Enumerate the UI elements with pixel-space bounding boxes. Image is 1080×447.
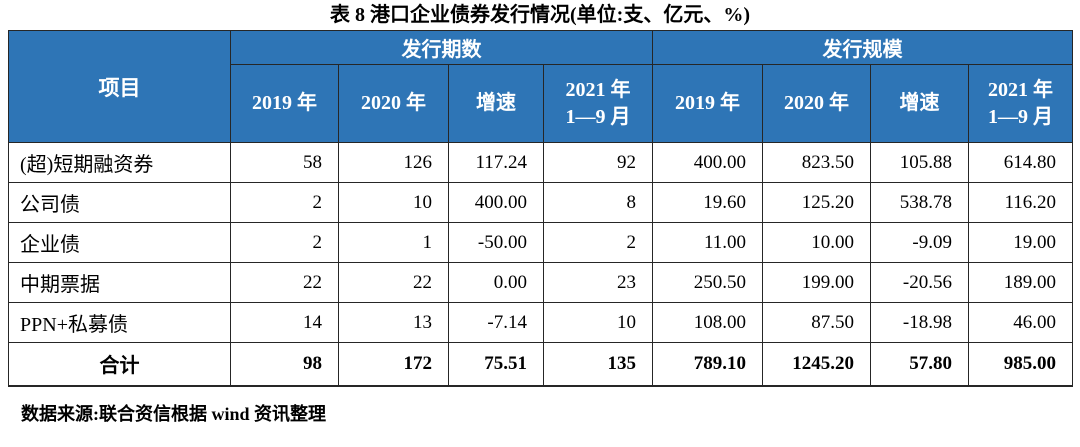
row-label: 中期票据 — [8, 262, 231, 303]
table-header: 项目 发行期数 发行规模 2019 年 2020 年 增速 2021 年 1—9… — [8, 30, 1073, 143]
table-row-corporate-bond: 公司债 2 10 400.00 8 19.60 125.20 538.78 11… — [8, 182, 1073, 223]
header-group-row: 项目 发行期数 发行规模 — [8, 30, 1073, 143]
total-cell: 172 — [338, 342, 449, 387]
table-row-enterprise-bond: 企业债 2 1 -50.00 2 11.00 10.00 -9.09 19.00 — [8, 222, 1073, 263]
total-label: 合计 — [8, 342, 231, 387]
table-cell: 14 — [230, 302, 339, 343]
header-project: 项目 — [8, 30, 231, 143]
table-cell: 2 — [543, 222, 653, 263]
total-row: 合计 98 172 75.51 135 789.10 1245.20 57.80… — [8, 342, 1073, 387]
table-cell: 10 — [543, 302, 653, 343]
table-row-scp: (超)短期融资券 58 126 117.24 92 400.00 823.50 … — [8, 142, 1073, 183]
row-label: 企业债 — [8, 222, 231, 263]
total-cell: 98 — [230, 342, 339, 387]
table-cell: 108.00 — [652, 302, 763, 343]
table-cell: 199.00 — [762, 262, 871, 303]
table-cell: -18.98 — [870, 302, 969, 343]
table-cell: -20.56 — [870, 262, 969, 303]
header-subcol-scale-2020: 2020 年 — [762, 64, 871, 143]
table-cell: 11.00 — [652, 222, 763, 263]
table-cell: 126 — [338, 142, 449, 183]
table-row-ppn: PPN+私募债 14 13 -7.14 10 108.00 87.50 -18.… — [8, 302, 1073, 343]
header-subcol-row: 2019 年 2020 年 增速 2021 年 1—9 月 2019 年 202… — [9, 64, 1073, 143]
table-cell: 2 — [230, 222, 339, 263]
table-cell: 19.60 — [652, 182, 763, 223]
header-subcol-count-2021: 2021 年 1—9 月 — [543, 64, 653, 143]
table-row-mtn: 中期票据 22 22 0.00 23 250.50 199.00 -20.56 … — [8, 262, 1073, 303]
total-cell: 135 — [543, 342, 653, 387]
data-source-note: 数据来源:联合资信根据 wind 资讯整理 — [21, 403, 327, 424]
table-cell: 823.50 — [762, 142, 871, 183]
header-subcol-scale-growth: 增速 — [870, 64, 969, 143]
table-cell: 125.20 — [762, 182, 871, 223]
table-cell: 1 — [338, 222, 449, 263]
table-cell: 92 — [543, 142, 653, 183]
row-label: PPN+私募债 — [8, 302, 231, 343]
header-subcol-scale-2021: 2021 年 1—9 月 — [968, 64, 1073, 143]
header-subcol-count-2019: 2019 年 — [230, 64, 339, 143]
bond-issuance-table: 项目 发行期数 发行规模 2019 年 2020 年 增速 2021 年 1—9… — [8, 30, 1073, 387]
header-subcol-count-growth: 增速 — [448, 64, 544, 143]
table-cell: 189.00 — [968, 262, 1073, 303]
table-cell: 2 — [230, 182, 339, 223]
table-cell: 58 — [230, 142, 339, 183]
table-cell: 22 — [338, 262, 449, 303]
report-table-page: 表 8 港口企业债券发行情况(单位:支、亿元、%) 项目 发行期数 发行规模 2… — [8, 4, 1073, 424]
table-cell: 22 — [230, 262, 339, 303]
row-label: (超)短期融资券 — [8, 142, 231, 183]
total-cell: 57.80 — [870, 342, 969, 387]
table-cell: -9.09 — [870, 222, 969, 263]
table-cell: 13 — [338, 302, 449, 343]
table-cell: 10 — [338, 182, 449, 223]
table-body: (超)短期融资券 58 126 117.24 92 400.00 823.50 … — [8, 142, 1073, 387]
table-cell: 19.00 — [968, 222, 1073, 263]
header-subcol-count-2020: 2020 年 — [338, 64, 449, 143]
table-cell: 538.78 — [870, 182, 969, 223]
table-cell: 0.00 — [448, 262, 544, 303]
total-cell: 985.00 — [968, 342, 1073, 387]
table-cell: 87.50 — [762, 302, 871, 343]
table-cell: 400.00 — [448, 182, 544, 223]
table-cell: 117.24 — [448, 142, 544, 183]
table-cell: 10.00 — [762, 222, 871, 263]
total-cell: 75.51 — [448, 342, 544, 387]
table-cell: 8 — [543, 182, 653, 223]
table-cell: -7.14 — [448, 302, 544, 343]
header-subcol-scale-2019: 2019 年 — [652, 64, 763, 143]
table-cell: 105.88 — [870, 142, 969, 183]
table-cell: -50.00 — [448, 222, 544, 263]
table-cell: 46.00 — [968, 302, 1073, 343]
row-label: 公司债 — [8, 182, 231, 223]
total-cell: 789.10 — [652, 342, 763, 387]
table-cell: 250.50 — [652, 262, 763, 303]
table-cell: 23 — [543, 262, 653, 303]
table-cell: 400.00 — [652, 142, 763, 183]
header-group-issue-scale: 发行规模 — [652, 30, 1073, 65]
header-group-issue-count: 发行期数 — [230, 30, 653, 65]
table-title: 表 8 港口企业债券发行情况(单位:支、亿元、%) — [330, 4, 750, 26]
table-cell: 116.20 — [968, 182, 1073, 223]
table-cell: 614.80 — [968, 142, 1073, 183]
total-cell: 1245.20 — [762, 342, 871, 387]
